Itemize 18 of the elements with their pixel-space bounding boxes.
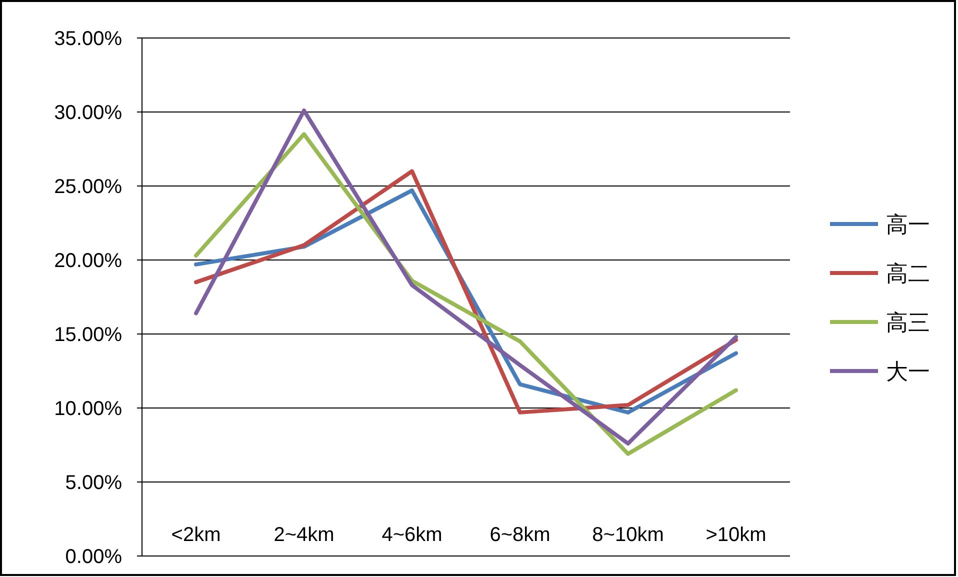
y-tick-label: 35.00% bbox=[54, 28, 122, 50]
legend-label: 高三 bbox=[886, 310, 930, 335]
legend-label: 高一 bbox=[886, 212, 930, 237]
legend-label: 大一 bbox=[886, 359, 930, 384]
x-tick-label: 6~8km bbox=[490, 524, 550, 546]
y-tick-label: 15.00% bbox=[54, 324, 122, 346]
y-tick-label: 0.00% bbox=[65, 546, 122, 568]
x-tick-label: 8~10km bbox=[592, 524, 664, 546]
y-tick-label: 10.00% bbox=[54, 398, 122, 420]
y-tick-label: 5.00% bbox=[65, 472, 122, 494]
x-tick-label: 4~6km bbox=[382, 524, 442, 546]
x-tick-label: >10km bbox=[706, 524, 766, 546]
x-tick-label: 2~4km bbox=[274, 524, 334, 546]
y-tick-label: 30.00% bbox=[54, 102, 122, 124]
x-tick-label: <2km bbox=[171, 524, 221, 546]
legend-label: 高二 bbox=[886, 261, 930, 286]
y-tick-label: 20.00% bbox=[54, 250, 122, 272]
y-tick-label: 25.00% bbox=[54, 176, 122, 198]
